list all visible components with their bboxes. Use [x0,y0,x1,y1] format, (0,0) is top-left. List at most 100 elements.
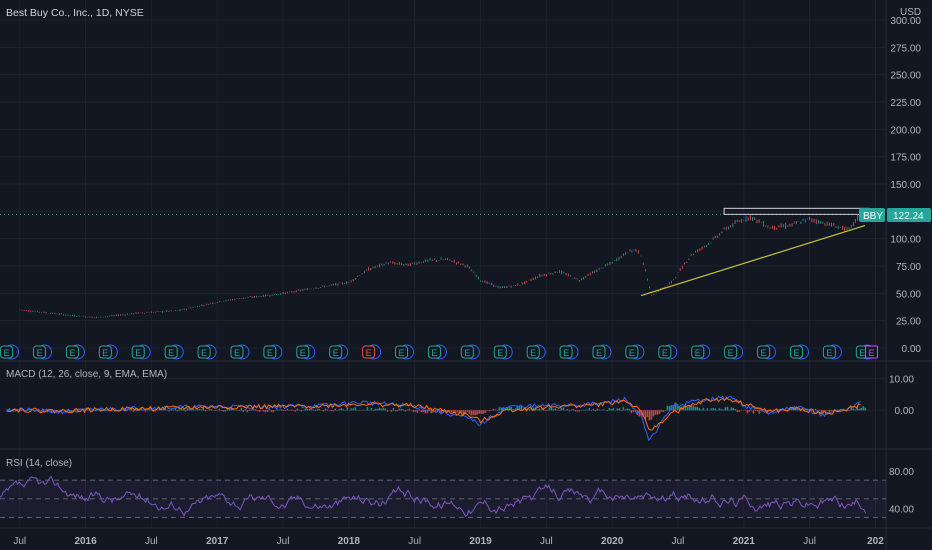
macd-histogram-bar [252,408,255,411]
macd-histogram-bar [300,410,303,412]
chart-title: Best Buy Co., Inc., 1D, NYSE [6,7,144,19]
macd-histogram-bar [222,410,225,412]
macd-histogram-bar [350,408,353,411]
macd-histogram-bar [854,409,857,411]
macd-histogram-bar [658,410,661,414]
macd-histogram-bar [722,409,725,411]
macd-histogram-bar [626,408,629,411]
currency-label: USD [900,7,921,18]
earnings-label: E [234,348,240,358]
macd-histogram-bar [392,408,395,411]
macd-histogram-bar [312,409,315,411]
macd-histogram-bar [190,409,193,411]
macd-histogram-bar [466,410,469,412]
macd-histogram-bar [386,410,389,412]
macd-histogram-bar [698,408,701,411]
price-tick-label: 0.00 [902,344,922,355]
macd-histogram-bar [292,410,295,411]
macd-histogram-bar [326,409,329,411]
macd-histogram-bar [718,408,721,411]
macd-histogram-bar [424,410,427,414]
macd-label: MACD (12, 26, close, 9, EMA, EMA) [6,369,167,380]
macd-histogram-bar [396,410,399,412]
signal-line [6,396,861,431]
macd-histogram-bar [314,410,317,412]
macd-histogram-bar [358,409,361,411]
macd-histogram-bar [150,409,153,411]
macd-histogram-bar [440,410,443,414]
macd-histogram-bar [324,408,327,411]
macd-histogram-bar [516,405,519,411]
macd-histogram-bar [796,408,799,411]
macd-histogram-bar [772,409,775,411]
macd-histogram-bar [308,409,311,411]
macd-histogram-bar [218,408,221,411]
earnings-label: E [869,348,875,358]
macd-histogram-bar [342,409,345,411]
macd-histogram-bar [246,410,249,413]
macd-histogram-bar [696,406,699,411]
earnings-label: E [431,348,437,358]
macd-histogram-bar [294,410,297,412]
macd-histogram-bar [454,410,457,412]
macd-histogram-bar [706,408,709,411]
macd-histogram-bar [112,409,115,411]
macd-histogram-bar [410,410,413,411]
earnings-marker [230,345,244,359]
macd-histogram-bar [668,406,671,411]
macd-tick-label: 10.00 [889,375,914,386]
macd-histogram-bar [572,409,575,411]
x-tick-label: 2018 [338,536,361,547]
macd-histogram-bar [490,410,493,411]
macd-histogram-bar [332,410,335,412]
macd-histogram-bar [322,410,325,412]
macd-histogram-bar [306,408,309,411]
macd-histogram-bar [824,410,827,412]
earnings-label: E [4,348,10,358]
macd-histogram-bar [400,408,403,411]
macd-histogram-bar [356,409,359,411]
macd-histogram-bar [500,407,503,411]
macd-histogram-bar [240,408,243,411]
macd-histogram-bar [570,409,573,411]
macd-histogram-bar [736,410,739,413]
macd-histogram-bar [734,409,737,411]
macd-histogram-bar [630,410,633,414]
x-tick-label: 2021 [733,536,756,547]
macd-histogram-bar [144,410,147,412]
earnings-label: E [464,348,470,358]
macd-histogram-bar [338,409,341,411]
rsi-line [0,475,867,518]
earnings-label: E [267,348,273,358]
macd-histogram-bar [848,410,851,411]
macd-histogram-bar [712,408,715,411]
earnings-marker [131,345,145,359]
x-tick-label: 2016 [74,536,97,547]
rsi-pane [0,475,886,519]
macd-histogram-bar [656,410,659,415]
macd-histogram-bar [384,408,387,411]
macd-histogram-bar [172,409,175,411]
earnings-label: E [366,348,372,358]
macd-histogram-bar [280,409,283,411]
macd-histogram-bar [146,409,149,411]
macd-histogram-bar [250,409,253,411]
macd-histogram-bar [786,410,789,412]
macd-histogram-bar [498,407,501,411]
macd-histogram-bar [818,409,821,411]
earnings-marker [296,345,310,359]
macd-histogram-bar [254,409,257,411]
price-tick-label: 275.00 [890,43,921,54]
x-tick-label: 2019 [469,536,492,547]
macd-histogram-bar [732,407,735,411]
macd-histogram-bar [540,409,543,411]
macd-histogram-bar [130,408,133,411]
macd-histogram-bar [714,408,717,411]
macd-histogram-bar [756,410,759,412]
earnings-label: E [793,348,799,358]
macd-histogram-bar [256,410,259,412]
macd-histogram-bar [238,410,241,411]
